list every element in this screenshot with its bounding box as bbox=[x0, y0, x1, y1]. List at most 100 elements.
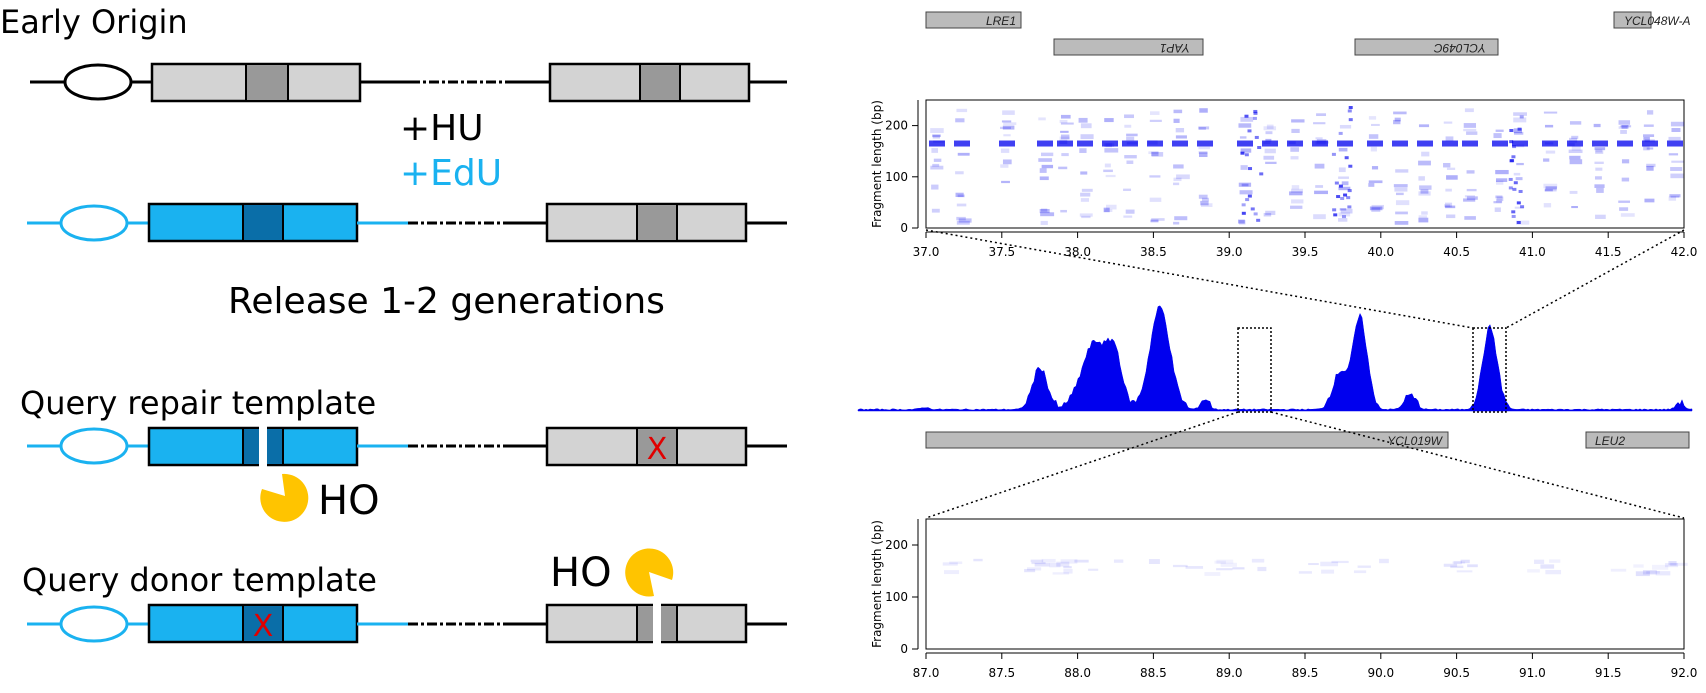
heatmap-cell bbox=[1543, 158, 1550, 162]
heatmap-cell bbox=[1298, 571, 1312, 574]
heatmap-cell bbox=[1519, 115, 1524, 119]
heatmap-cell bbox=[1466, 131, 1478, 135]
heatmap-cell bbox=[1149, 111, 1160, 115]
heatmap-cell bbox=[1395, 200, 1410, 206]
heatmap-cell bbox=[1173, 221, 1180, 225]
heatmap-cell bbox=[1592, 140, 1608, 147]
x-tick-label: 88.0 bbox=[1064, 666, 1091, 680]
release-label: Release 1-2 generations bbox=[228, 281, 665, 322]
x-tick-label: 87.5 bbox=[988, 666, 1015, 680]
heatmap-cell bbox=[1040, 208, 1048, 212]
heatmap-cell bbox=[1371, 204, 1385, 210]
heatmap-bottom-signal bbox=[942, 558, 1688, 577]
heatmap-cell bbox=[1338, 167, 1346, 173]
heatmap-cell bbox=[1149, 175, 1161, 178]
heatmap-cell bbox=[1419, 185, 1432, 190]
heatmap-cell bbox=[1125, 209, 1135, 214]
heatmap-cell bbox=[1244, 153, 1249, 157]
heatmap-cell bbox=[1315, 137, 1323, 140]
heatmap-cell bbox=[1495, 129, 1504, 132]
heatmap-cell bbox=[1060, 209, 1067, 213]
heatmap-cell bbox=[1540, 564, 1555, 569]
heatmap-cell bbox=[1467, 564, 1478, 568]
heatmap-cell bbox=[1369, 206, 1383, 211]
heatmap-cell bbox=[1495, 195, 1503, 199]
plots-panel: LRE1 YAP1 YCL049C YCL048W-A Fragment len… bbox=[857, 11, 1697, 680]
heatmap-cell bbox=[1545, 150, 1556, 154]
y-tick-label: 0 bbox=[900, 642, 908, 656]
heatmap-cell bbox=[1052, 572, 1070, 575]
heatmap-cell bbox=[1516, 144, 1525, 148]
heatmap-cell bbox=[1610, 568, 1627, 572]
heatmap-cell bbox=[1509, 140, 1514, 144]
zoom-window-lower bbox=[1237, 327, 1272, 413]
heatmap-cell bbox=[1253, 111, 1258, 115]
heatmap-cell bbox=[1421, 211, 1428, 215]
heatmap-cell bbox=[1371, 123, 1380, 126]
heatmap-cell bbox=[1368, 180, 1383, 184]
heatmap-cell bbox=[1313, 122, 1326, 125]
heatmap-cell bbox=[1314, 163, 1325, 169]
heatmap-cell bbox=[1106, 204, 1117, 210]
heatmap-cell bbox=[1239, 220, 1246, 225]
heatmap-cell bbox=[1646, 147, 1654, 150]
heatmap-cell bbox=[1344, 156, 1349, 160]
heatmap-cell bbox=[1339, 208, 1347, 211]
heatmap-cell bbox=[1244, 114, 1249, 118]
heatmap-cell bbox=[1517, 127, 1522, 131]
heatmap-cell bbox=[930, 165, 944, 170]
heatmap-cell bbox=[1333, 213, 1338, 217]
heatmap-cell bbox=[1122, 140, 1138, 147]
heatmap-cell bbox=[1197, 140, 1213, 147]
heatmap-cell bbox=[1338, 184, 1343, 188]
heatmap-cell bbox=[1453, 560, 1462, 565]
heatmap-cell bbox=[1357, 565, 1371, 568]
heatmap-cell bbox=[1395, 192, 1404, 196]
heatmap-cell bbox=[1464, 216, 1476, 220]
heatmap-cell bbox=[1074, 559, 1089, 563]
heatmap-cell bbox=[1148, 151, 1159, 155]
heatmap-cell bbox=[1339, 124, 1352, 129]
heatmap-cell bbox=[1445, 136, 1454, 142]
target-site bbox=[245, 63, 289, 102]
zoom-connector bbox=[925, 411, 1239, 519]
heatmap-cell bbox=[1619, 207, 1629, 211]
heatmap-cell bbox=[1291, 185, 1300, 190]
heatmap-cell bbox=[1443, 563, 1458, 567]
heatmap-cell bbox=[1370, 146, 1377, 152]
heatmap-cell bbox=[1643, 136, 1650, 142]
heatmap-cell bbox=[1343, 193, 1348, 197]
heatmap-cell bbox=[1287, 140, 1303, 147]
heatmap-cell bbox=[1633, 564, 1644, 568]
x-tick-label: 37.0 bbox=[913, 245, 940, 259]
heatmap-cell bbox=[1057, 140, 1073, 147]
query-donor-label: Query donor template bbox=[22, 561, 377, 599]
heatmap-cell bbox=[1001, 180, 1010, 184]
heatmap-cell bbox=[1353, 570, 1367, 574]
heatmap-cell bbox=[1668, 196, 1677, 201]
heatmap-cell bbox=[1238, 219, 1245, 224]
heatmap-cell bbox=[1151, 152, 1164, 157]
heatmap-cell bbox=[1063, 568, 1073, 574]
hu-label: +HU bbox=[400, 108, 484, 149]
heatmap-cell bbox=[1288, 141, 1296, 145]
heatmap-cell bbox=[1238, 182, 1252, 187]
heatmap-cell bbox=[1595, 167, 1603, 171]
heatmap-cell bbox=[1646, 110, 1654, 115]
heatmap-cell bbox=[1147, 140, 1163, 147]
heatmap-cell bbox=[1150, 219, 1159, 223]
overview-signal-area bbox=[857, 305, 1693, 412]
gene-box-ycl049c bbox=[1354, 38, 1499, 56]
heatmap-cell bbox=[1060, 134, 1070, 140]
heatmap-cell bbox=[1513, 112, 1527, 116]
heatmap-cell bbox=[929, 140, 945, 147]
heatmap-cell bbox=[1670, 167, 1683, 171]
heatmap-cell bbox=[1621, 124, 1629, 129]
heatmap-cell bbox=[1462, 140, 1478, 147]
heatmap-cell bbox=[1103, 169, 1113, 173]
heatmap-cell bbox=[999, 140, 1015, 147]
heatmap-cell bbox=[1126, 136, 1135, 141]
heatmap-cell bbox=[1545, 569, 1562, 575]
heatmap-cell bbox=[1568, 143, 1575, 147]
